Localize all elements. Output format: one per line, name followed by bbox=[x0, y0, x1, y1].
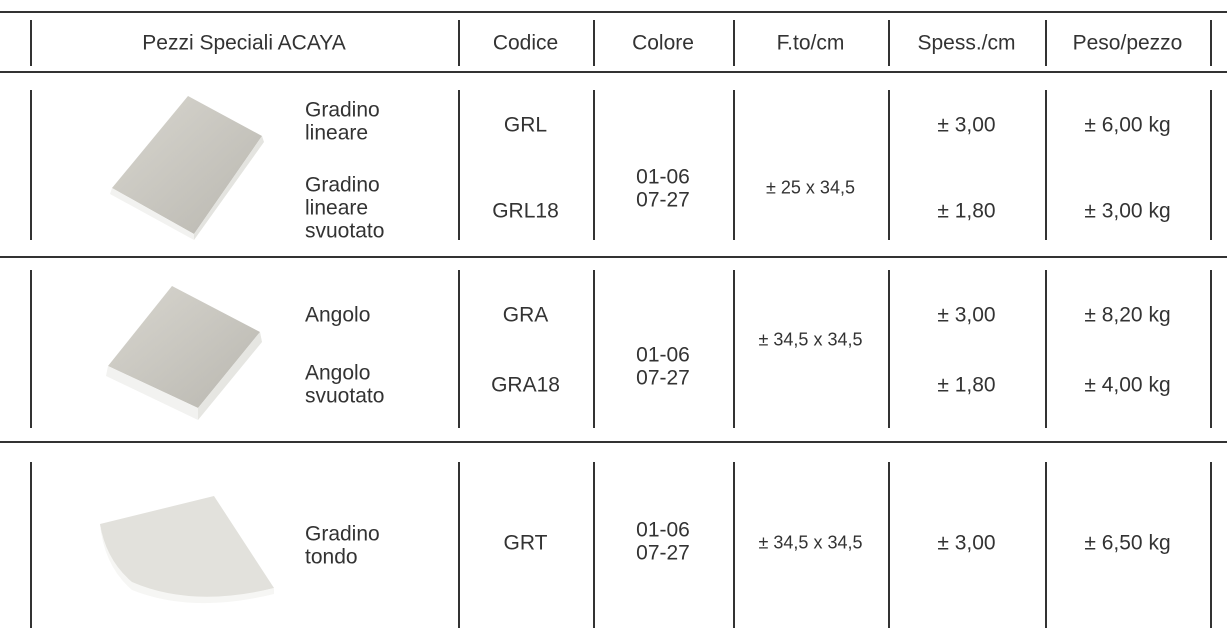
color: 07-27 bbox=[636, 541, 690, 565]
rule bbox=[0, 256, 1227, 258]
separator bbox=[1045, 20, 1047, 66]
header-cell: Codice bbox=[492, 31, 559, 55]
product-name: Gradino bbox=[305, 98, 380, 122]
product-name: lineare bbox=[305, 196, 369, 220]
separator bbox=[1210, 90, 1212, 240]
format: ± 25 x 34,5 bbox=[766, 177, 855, 198]
product-name: svuotato bbox=[305, 384, 385, 408]
product-name: Gradino bbox=[305, 522, 380, 546]
separator bbox=[888, 462, 890, 628]
format: ± 34,5 x 34,5 bbox=[758, 532, 863, 553]
rule bbox=[0, 71, 1227, 73]
weight: ± 3,00 kg bbox=[1084, 199, 1171, 223]
separator bbox=[1210, 20, 1212, 66]
separator bbox=[458, 90, 460, 240]
separator bbox=[733, 270, 735, 428]
code: GRL bbox=[503, 113, 548, 137]
header-cell: Peso/pezzo bbox=[1072, 31, 1183, 55]
separator bbox=[1210, 462, 1212, 628]
format: ± 34,5 x 34,5 bbox=[758, 329, 863, 350]
separator bbox=[1045, 462, 1047, 628]
separator bbox=[593, 462, 595, 628]
separator bbox=[30, 90, 32, 240]
thickness: ± 1,80 bbox=[937, 199, 996, 223]
rule bbox=[0, 441, 1227, 443]
separator bbox=[593, 20, 595, 66]
weight: ± 4,00 kg bbox=[1084, 373, 1171, 397]
code: GRL18 bbox=[492, 199, 559, 223]
thickness: ± 3,00 bbox=[937, 113, 996, 137]
separator bbox=[593, 270, 595, 428]
separator bbox=[733, 90, 735, 240]
product-name: svuotato bbox=[305, 219, 385, 243]
code: GRT bbox=[503, 531, 548, 555]
separator bbox=[30, 462, 32, 628]
separator bbox=[30, 270, 32, 428]
separator bbox=[1210, 270, 1212, 428]
separator bbox=[733, 20, 735, 66]
separator bbox=[458, 20, 460, 66]
color: 01-06 bbox=[636, 518, 690, 542]
thickness: ± 3,00 bbox=[937, 303, 996, 327]
separator bbox=[1045, 270, 1047, 428]
separator bbox=[1045, 90, 1047, 240]
product-name: tondo bbox=[305, 545, 358, 569]
product-image bbox=[110, 96, 264, 240]
separator bbox=[733, 462, 735, 628]
color: 07-27 bbox=[636, 366, 690, 390]
header-cell: F.to/cm bbox=[776, 31, 845, 55]
header-cell: Pezzi Speciali ACAYA bbox=[142, 31, 346, 55]
product-image bbox=[100, 496, 274, 604]
rule bbox=[0, 11, 1227, 13]
separator bbox=[888, 270, 890, 428]
product-name: lineare bbox=[305, 121, 369, 145]
weight: ± 6,00 kg bbox=[1084, 113, 1171, 137]
product-name: Angolo bbox=[305, 361, 371, 385]
header-cell: Colore bbox=[632, 31, 694, 55]
product-name: Angolo bbox=[305, 303, 371, 327]
color: 07-27 bbox=[636, 188, 690, 212]
separator bbox=[30, 20, 32, 66]
color: 01-06 bbox=[636, 165, 690, 189]
weight: ± 8,20 kg bbox=[1084, 303, 1171, 327]
separator bbox=[888, 20, 890, 66]
separator bbox=[458, 270, 460, 428]
thickness: ± 3,00 bbox=[937, 531, 996, 555]
color: 01-06 bbox=[636, 343, 690, 367]
separator bbox=[593, 90, 595, 240]
weight: ± 6,50 kg bbox=[1084, 531, 1171, 555]
product-image bbox=[106, 286, 262, 420]
product-name: Gradino bbox=[305, 173, 380, 197]
code: GRA bbox=[502, 303, 549, 327]
thickness: ± 1,80 bbox=[937, 373, 996, 397]
separator bbox=[458, 462, 460, 628]
separator bbox=[888, 90, 890, 240]
code: GRA18 bbox=[491, 373, 560, 397]
header-cell: Spess./cm bbox=[917, 31, 1016, 55]
